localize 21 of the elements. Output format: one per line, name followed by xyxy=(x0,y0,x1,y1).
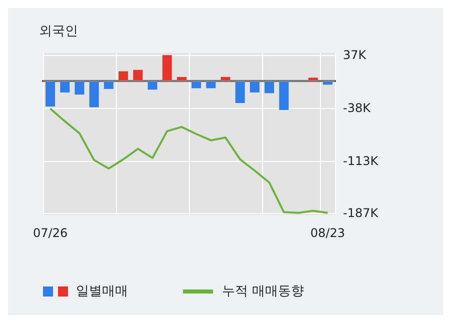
bar xyxy=(250,81,260,92)
bar xyxy=(133,70,143,82)
y-tick-label: -187K xyxy=(343,206,380,220)
bar xyxy=(279,81,289,110)
y-tick-label: -113K xyxy=(343,154,380,168)
bar xyxy=(104,81,114,89)
y-tick-label: -38K xyxy=(343,100,372,115)
chart-title: 외국인 xyxy=(39,24,78,39)
bar xyxy=(60,81,70,92)
y-tick-label: 37K xyxy=(343,48,368,62)
bar xyxy=(89,81,99,108)
legend-label: 누적 매매동향 xyxy=(222,284,304,299)
bar xyxy=(235,81,245,104)
x-tick-label: 07/26 xyxy=(33,226,68,240)
bar xyxy=(118,71,128,82)
legend-label: 일별매매 xyxy=(76,284,128,299)
bar xyxy=(46,81,56,107)
x-tick-label: 08/23 xyxy=(310,226,345,240)
bar xyxy=(162,55,172,82)
line-series xyxy=(49,108,329,214)
bar xyxy=(264,81,274,94)
